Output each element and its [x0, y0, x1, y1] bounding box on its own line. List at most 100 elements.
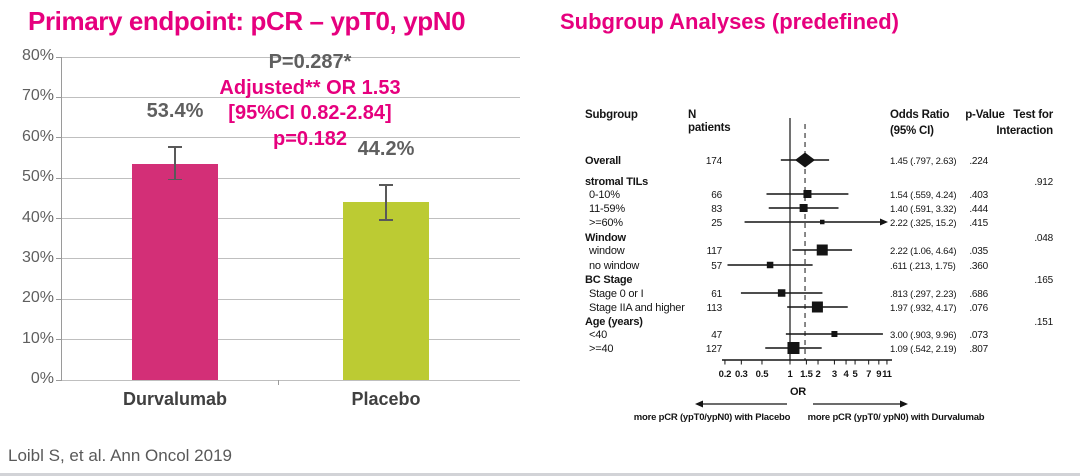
forest-x-tick-label: 1.5 [800, 369, 814, 380]
column-header-odds-ratio: (95% CI) [890, 125, 934, 137]
error-bar-placebo [379, 184, 393, 221]
forest-row-or-text: 1.54 (.559, 4.24) [890, 190, 956, 201]
forest-row-p: .076 [969, 303, 988, 314]
y-axis-tick [56, 96, 62, 98]
x-axis-label-durvalumab: Durvalumab [122, 389, 228, 409]
forest-x-tick-label: 11 [882, 369, 893, 380]
arrow-right-head [900, 400, 908, 408]
arrow-right-label: more pCR (ypT0/ ypN0) with Durvalumab [808, 412, 985, 423]
error-bar-line [174, 146, 176, 181]
forest-marker-square [819, 219, 825, 225]
forest-x-tick-label: 0.2 [719, 369, 732, 380]
y-axis-label: 0% [30, 370, 54, 387]
y-axis-label: 10% [21, 329, 54, 347]
forest-row-n: 83 [711, 204, 722, 215]
bar-placebo [343, 201, 429, 380]
forest-row-n: 57 [711, 261, 722, 272]
forest-row-label: stromal TILs [585, 176, 648, 188]
error-bar-durvalumab [168, 146, 182, 181]
y-axis-tick [56, 218, 62, 219]
forest-x-tick-label: 1 [787, 369, 793, 380]
forest-marker-square [816, 244, 828, 256]
forest-row-n: 47 [711, 330, 722, 341]
forest-row-label: BC Stage [585, 274, 632, 286]
x-axis-tick [278, 380, 279, 385]
forest-marker-square [831, 331, 838, 337]
y-axis-tick [56, 298, 62, 300]
forest-marker-diamond [795, 152, 816, 168]
gridline [62, 298, 520, 300]
y-axis-tick [56, 56, 62, 58]
y-axis-label: 80% [21, 47, 54, 64]
forest-row-label: <40 [589, 329, 607, 341]
y-axis-tick [56, 137, 62, 139]
bar-durvalumab [132, 164, 218, 380]
forest-x-tick-label: 3 [832, 369, 837, 380]
forest-row-n: 61 [711, 289, 722, 300]
error-bar-cap-bottom [168, 178, 182, 181]
citation: Loibl S, et al. Ann Oncol 2019 [8, 446, 232, 465]
forest-row-n: 127 [706, 344, 723, 355]
forest-marker-square [811, 301, 823, 313]
error-bar-cap-top [168, 146, 182, 148]
forest-row-p: .415 [969, 218, 988, 229]
gridline [62, 218, 520, 219]
bar-chart-title: Primary endpoint: pCR – ypT0, ypN0 [28, 6, 466, 36]
forest-row-p: .444 [969, 204, 988, 215]
column-header-odds-ratio: Odds Ratio [890, 109, 950, 121]
forest-row-interaction: .048 [1034, 233, 1053, 244]
forest-row-or-text: 2.22 (1.06, 4.64) [890, 246, 956, 257]
error-bar-line [385, 184, 387, 221]
forest-row-label: Stage IIA and higher [589, 302, 685, 314]
forest-row-label: 0-10% [589, 189, 620, 201]
column-header-p-value: p-Value [965, 109, 1005, 121]
forest-row-or-text: 1.09 (.542, 2.19) [890, 344, 956, 355]
forest-row-interaction: .165 [1034, 275, 1053, 286]
forest-row-label: Stage 0 or I [589, 288, 644, 300]
forest-x-tick-label: 2 [815, 369, 820, 380]
error-bar-cap-top [379, 184, 393, 186]
annotation-line-3: [95%CI 0.82-2.84] [228, 102, 392, 124]
forest-row-or-text: 1.45 (.797, 2.63) [890, 156, 956, 167]
forest-row-label: >=40 [589, 343, 613, 355]
annotation-line-4: p=0.182 [273, 127, 347, 150]
forest-row-n: 117 [707, 246, 723, 257]
forest-plot-title: Subgroup Analyses (predefined) [560, 9, 900, 34]
forest-x-tick-label: 0.3 [735, 369, 748, 380]
y-axis-tick [56, 339, 62, 341]
forest-row-interaction: .151 [1034, 317, 1053, 328]
annotation-line-1: P=0.287* [268, 51, 352, 73]
gridline [62, 258, 520, 260]
forest-x-tick-label: 5 [853, 369, 859, 380]
forest-row-p: .403 [969, 190, 988, 201]
forest-marker-square [799, 204, 808, 212]
forest-row-p: .224 [969, 156, 988, 167]
y-axis-tick [56, 379, 62, 381]
forest-row-or-text: 1.97 (.932, 4.17) [890, 303, 956, 314]
statistics-annotation: P=0.287* Adjusted** OR 1.53 [95%CI 0.82-2.… [166, 50, 454, 152]
forest-row-label: 11-59% [589, 203, 625, 215]
forest-row-or-text: 1.40 (.591, 3.32) [890, 204, 956, 215]
forest-row-n: 25 [711, 218, 722, 229]
footnote-chi-square: * Continuous corrected χ² test [283, 471, 554, 473]
gridline [62, 177, 520, 179]
forest-row-or-text: .611 (.213, 1.75) [890, 261, 956, 272]
forest-marker-square [766, 261, 774, 269]
bar-value-label: 44.2% [357, 138, 415, 161]
annotation-line-2: Adjusted** OR 1.53 [219, 76, 401, 99]
forest-or-label: OR [790, 386, 806, 398]
forest-x-tick-label: 9 [876, 369, 881, 380]
y-axis-label: 60% [21, 127, 54, 145]
forest-row-p: .073 [969, 330, 988, 341]
forest-row-p: .807 [969, 344, 988, 355]
forest-x-tick-label: 7 [866, 369, 871, 380]
column-header-n: patients [688, 122, 731, 134]
arrow-left-label: more pCR (ypT0/ypN0) with Placebo [634, 412, 791, 423]
y-axis-label: 70% [21, 87, 54, 105]
bar-chart: 0% 10% 20% 30% 40% 50% 60% 70% 80% 53.4% Durvaluma… [22, 47, 520, 409]
forest-marker-square [803, 190, 812, 198]
column-header-n: N [688, 109, 696, 121]
forest-row-p: .035 [969, 246, 988, 257]
arrow-left-head [695, 400, 703, 408]
